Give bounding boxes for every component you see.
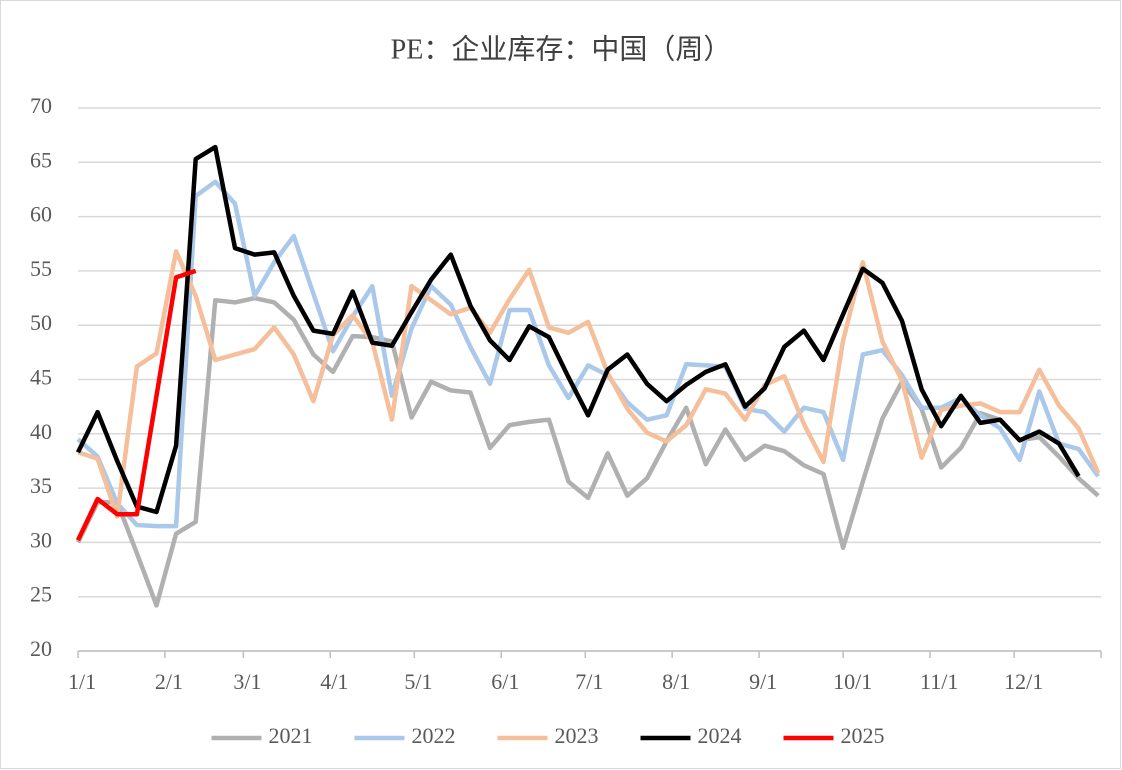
x-tick-label: 8/1	[662, 669, 690, 694]
y-tick-label: 60	[30, 202, 52, 227]
y-tick-label: 70	[30, 93, 52, 118]
x-tick-label: 5/1	[404, 669, 432, 694]
x-tick-label: 9/1	[749, 669, 777, 694]
series-line	[75, 295, 1100, 608]
y-tick-label: 20	[30, 636, 52, 661]
legend-label: 2024	[698, 723, 742, 748]
x-tick-label: 6/1	[491, 669, 519, 694]
y-tick-label: 40	[30, 419, 52, 444]
x-tick-label: 7/1	[575, 669, 603, 694]
legend-label: 2022	[412, 723, 456, 748]
x-tick-label: 1/1	[68, 669, 96, 694]
x-tick-label: 3/1	[233, 669, 261, 694]
x-tick-label: 11/1	[920, 669, 958, 694]
x-tick-label: 12/1	[1004, 669, 1043, 694]
y-tick-label: 25	[30, 582, 52, 607]
y-tick-label: 45	[30, 365, 52, 390]
series-line	[77, 249, 1101, 519]
series-line	[75, 144, 1081, 515]
x-tick-label: 10/1	[833, 669, 872, 694]
y-tick-label: 65	[30, 147, 52, 172]
x-tick-label: 4/1	[320, 669, 348, 694]
legend-label: 2021	[269, 723, 313, 748]
series-line	[76, 179, 1101, 529]
y-tick-label: 50	[30, 310, 52, 335]
legend-label: 2025	[841, 723, 885, 748]
y-tick-label: 35	[30, 473, 52, 498]
series-line	[75, 268, 197, 542]
chart-title: PE：企业库存：中国（周）	[391, 33, 732, 65]
y-tick-label: 30	[30, 527, 52, 552]
legend-label: 2023	[555, 723, 599, 748]
y-tick-label: 55	[30, 256, 52, 281]
x-tick-label: 2/1	[155, 669, 183, 694]
